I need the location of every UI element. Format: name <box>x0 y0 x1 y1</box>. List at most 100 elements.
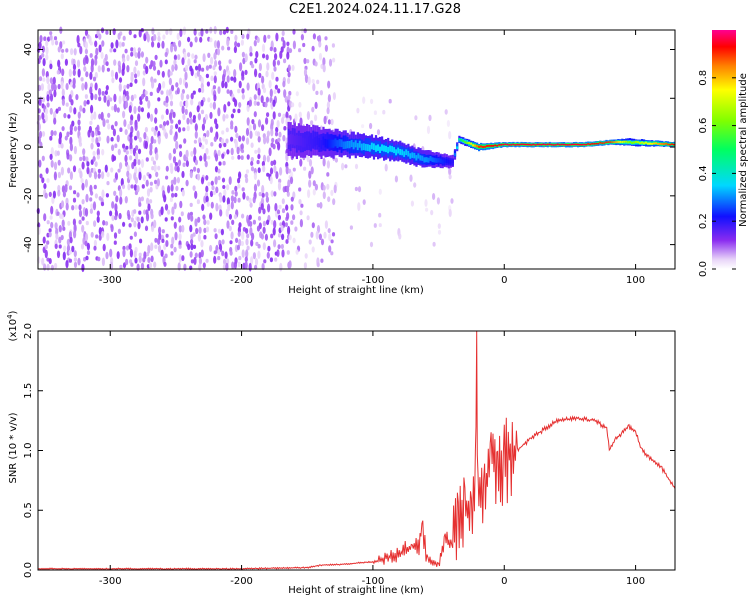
spectrogram-cell <box>226 149 230 155</box>
spectrogram-cell <box>245 127 250 137</box>
spectrogram-cell <box>70 81 74 88</box>
spectrogram-cell <box>266 219 270 226</box>
spectrogram-cell <box>133 250 137 258</box>
spectrogram-cell <box>307 76 311 85</box>
signal-cell <box>657 143 660 145</box>
spectrogram-cell <box>246 233 250 239</box>
spectrogram-cell <box>311 222 315 229</box>
spectrogram-cell <box>111 201 115 209</box>
spectrogram-cell <box>72 63 77 71</box>
spectrogram-cell <box>42 77 46 82</box>
spectrogram-cell <box>69 154 73 162</box>
spectrogram-cell <box>322 57 326 66</box>
spectrogram-cell <box>142 257 146 263</box>
signal-cell <box>405 149 408 156</box>
spectrogram-cell <box>266 62 270 71</box>
spectrogram-cell <box>222 195 226 203</box>
spectrogram-cell <box>49 215 53 220</box>
spectrogram-cell <box>113 103 117 113</box>
spectrogram-cell <box>112 28 116 36</box>
spectrogram-cell <box>188 111 193 119</box>
spectrogram-cell <box>251 64 255 69</box>
signal-cell <box>338 139 341 147</box>
colorbar-tick-label: 0.4 <box>698 165 709 181</box>
spectrogram-cell <box>133 66 137 74</box>
spectrogram-cell <box>270 122 274 132</box>
spectrogram-cell <box>277 244 281 250</box>
spectrogram-cell <box>100 201 105 207</box>
spectrogram-cell <box>153 164 157 173</box>
spectrogram-cell <box>136 185 140 193</box>
spectrogram-cell <box>161 238 165 243</box>
spectrogram-cell <box>46 178 50 183</box>
spectrogram-cell <box>96 210 100 217</box>
spectrogram-cell <box>52 76 56 85</box>
spectrogram-cell <box>275 171 279 180</box>
spectrogram-cell <box>84 240 88 247</box>
spectrogram-cell <box>173 221 177 229</box>
spectrogram-cell <box>93 184 97 190</box>
spectrogram-cell <box>171 64 175 72</box>
spectrogram-cell <box>145 95 149 102</box>
spectrogram-cell <box>357 186 362 193</box>
spectrogram-cell <box>151 80 155 89</box>
spectrogram-cell <box>249 45 253 55</box>
spectrogram-cell <box>230 231 234 240</box>
spectrogram-cell <box>110 167 114 173</box>
spectrogram-cell <box>72 69 76 76</box>
spectrogram-cell <box>299 219 303 228</box>
spectrogram-cell <box>143 33 147 42</box>
spectrogram-cell <box>213 255 217 264</box>
spectrogram-cell <box>228 213 232 220</box>
spectrogram-cell <box>79 170 83 179</box>
signal-cell <box>663 143 666 145</box>
signal-cell <box>599 142 602 144</box>
spectrogram-cell <box>133 94 137 99</box>
spectrogram-cell <box>241 231 245 240</box>
spectrogram-cell <box>170 179 174 186</box>
signal-cell <box>480 145 483 148</box>
spectrogram-cell <box>44 249 48 259</box>
spectrogram-cell <box>160 114 165 120</box>
spectrogram-cell <box>373 110 377 115</box>
spectrogram-cell <box>311 45 315 52</box>
signal-cell <box>552 144 555 146</box>
spectrogram-cell <box>209 190 214 198</box>
spectrogram-cell <box>282 134 286 142</box>
spectrogram-cell <box>112 128 116 137</box>
signal-cell <box>538 143 541 146</box>
spectrogram-cell <box>214 176 218 185</box>
spectrogram-cell <box>233 260 237 270</box>
spectrogram-cell <box>234 125 238 133</box>
spectrogram-cell <box>174 162 178 167</box>
spectrogram-cell <box>154 237 158 243</box>
spectrogram-cell <box>203 219 207 226</box>
snr-x-axis-label: Height of straight line (km) <box>288 585 424 596</box>
spectrogram-cell <box>221 239 225 245</box>
signal-cell <box>352 142 355 150</box>
spectrogram-cell <box>151 27 155 35</box>
spectrogram-cell <box>97 173 101 179</box>
y-tick-label: 2.0 <box>23 323 34 339</box>
signal-cell <box>458 138 461 141</box>
spectrogram-cell <box>161 229 165 234</box>
spectrogram-cell <box>314 61 318 67</box>
spectrogram-cell <box>157 42 161 49</box>
spectrogram-cell <box>46 263 50 271</box>
signal-cell <box>334 138 337 147</box>
spectrogram-cell <box>291 64 295 71</box>
signal-cell <box>587 143 590 145</box>
spectrogram-cell <box>124 154 128 163</box>
spectrogram-cell <box>94 58 98 66</box>
spectrogram-cell <box>69 105 73 113</box>
signal-cell <box>322 136 325 146</box>
spectrogram-cell <box>45 167 49 174</box>
spectrogram-cell <box>277 233 282 238</box>
spectrogram-cell <box>241 135 245 142</box>
signal-cell <box>364 143 367 151</box>
signal-cell <box>407 150 410 157</box>
spectrogram-cell <box>133 34 137 39</box>
spectrogram-cell <box>83 257 87 262</box>
spectrogram-cell <box>238 238 242 247</box>
spectrogram-cell <box>126 164 130 173</box>
